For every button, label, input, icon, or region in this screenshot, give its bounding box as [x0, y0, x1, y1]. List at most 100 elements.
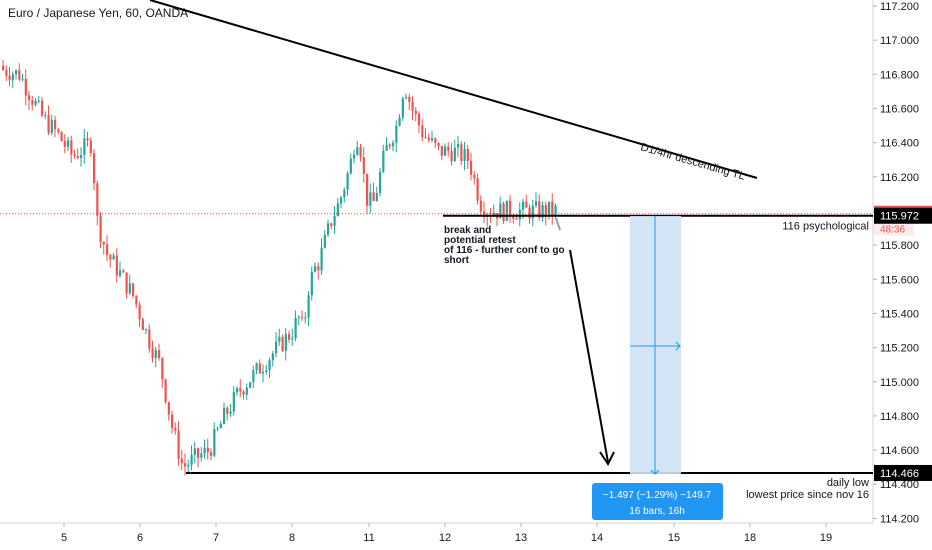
y-tick-label: 115.000: [880, 377, 919, 389]
candle-body: [21, 78, 24, 80]
candle-body: [187, 464, 190, 467]
candle-body: [284, 334, 287, 351]
candle-body: [535, 201, 538, 206]
candle-body: [223, 407, 226, 425]
candle-body: [249, 382, 252, 388]
annotation-line: of 116 - further conf to go: [444, 245, 565, 256]
candle-body: [148, 329, 151, 349]
candle-body: [145, 329, 148, 331]
candle-body: [418, 113, 421, 126]
y-tick-label: 117.200: [880, 1, 919, 13]
candle-body: [164, 379, 167, 403]
daily-low-label: daily low: [827, 477, 869, 489]
candle-body: [106, 244, 109, 255]
candle-body: [450, 151, 453, 162]
candle-body: [125, 272, 128, 294]
candle-body: [369, 192, 372, 206]
candle-body: [226, 407, 229, 414]
x-tick-label: 7: [213, 532, 219, 544]
candle-body: [96, 183, 99, 216]
projection-arrow-shaft: [569, 249, 609, 463]
candle-body: [375, 193, 378, 201]
candle-body: [447, 146, 450, 152]
candle-body: [398, 117, 401, 126]
candle-body: [102, 241, 105, 245]
y-tick-label: 114.200: [880, 513, 919, 525]
candle-body: [60, 132, 63, 142]
candle-body: [158, 350, 161, 358]
candle-body: [327, 223, 330, 235]
candle-body: [408, 96, 411, 102]
candle-body: [437, 142, 440, 146]
candle-body: [262, 371, 265, 374]
candle-body: [89, 140, 92, 154]
candle-body: [18, 70, 21, 80]
descending-trendline: [149, 0, 758, 179]
candle-body: [548, 201, 551, 217]
candle-body: [57, 129, 60, 133]
x-tick-label: 14: [591, 532, 603, 544]
candle-body: [323, 234, 326, 248]
candle-body: [5, 69, 8, 76]
candle-body: [138, 304, 141, 320]
candle-body: [151, 348, 154, 358]
candle-body: [470, 160, 473, 175]
y-tick-label: 116.400: [880, 138, 919, 150]
stats-line-1: −1.497 (−1.29%) −149.7: [603, 490, 712, 501]
x-tick-label: 6: [137, 532, 143, 544]
candle-body: [460, 144, 463, 162]
price-tag-low-label: 114.466: [880, 468, 919, 480]
candle-body: [505, 200, 508, 221]
candle-body: [528, 207, 531, 219]
candle-body: [119, 270, 122, 276]
countdown-tag: [874, 221, 914, 236]
candle-body: [122, 270, 125, 273]
candle-body: [366, 173, 369, 206]
candle-body: [483, 211, 486, 217]
candle-body: [541, 204, 544, 218]
candle-body: [190, 454, 193, 465]
candle-body: [242, 391, 245, 395]
candle-body: [336, 203, 339, 217]
candle-body: [232, 392, 235, 412]
y-tick-label: 114.800: [880, 411, 919, 423]
y-tick-label: 114.600: [880, 445, 919, 457]
candle-body: [271, 353, 274, 361]
y-tick-label: 115.600: [880, 274, 919, 286]
candle-body: [210, 452, 213, 456]
candle-body: [333, 216, 336, 226]
y-tick-label: 115.800: [880, 240, 919, 252]
candle-body: [128, 283, 131, 294]
candle-body: [288, 334, 291, 340]
annotation-line: potential retest: [444, 235, 516, 246]
candle-body: [317, 266, 320, 271]
candle-body: [135, 295, 138, 305]
candle-body: [281, 336, 284, 351]
candle-body: [492, 213, 495, 217]
candle-body: [353, 154, 356, 159]
level-label-116: 116 psychological: [782, 221, 869, 233]
lowest-since-label: lowest price since nov 16: [746, 489, 869, 501]
x-tick-label: 19: [820, 532, 832, 544]
candle-body: [522, 201, 525, 210]
candle-body: [275, 341, 278, 354]
annotation-line: break and: [444, 225, 491, 236]
candle-body: [54, 119, 57, 130]
candle-body: [297, 316, 300, 318]
price-tag-low: [874, 464, 932, 481]
candle-body: [343, 189, 346, 198]
candle-body: [457, 144, 460, 148]
candle-body: [109, 254, 112, 260]
candle-body: [453, 147, 456, 162]
candle-body: [28, 95, 31, 101]
candle-body: [434, 138, 437, 143]
candle-body: [174, 427, 177, 431]
candle-body: [330, 223, 333, 226]
x-tick-label: 12: [439, 532, 451, 544]
candle-body: [15, 70, 18, 75]
candle-body: [392, 142, 395, 147]
price-tag-116-label: 115.972: [880, 211, 919, 223]
candle-body: [395, 125, 398, 143]
arrow-stub: [555, 217, 561, 231]
